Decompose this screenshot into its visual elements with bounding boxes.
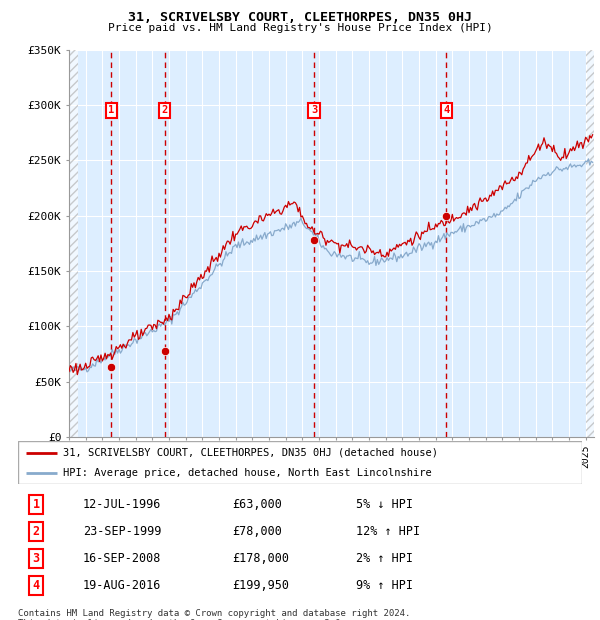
Text: 2: 2 [32, 525, 40, 538]
Text: Contains HM Land Registry data © Crown copyright and database right 2024.
This d: Contains HM Land Registry data © Crown c… [18, 609, 410, 620]
Text: £78,000: £78,000 [232, 525, 282, 538]
Text: Price paid vs. HM Land Registry's House Price Index (HPI): Price paid vs. HM Land Registry's House … [107, 23, 493, 33]
Text: 12-JUL-1996: 12-JUL-1996 [83, 498, 161, 511]
Text: 19-AUG-2016: 19-AUG-2016 [83, 579, 161, 592]
Text: 2% ↑ HPI: 2% ↑ HPI [356, 552, 413, 565]
Text: HPI: Average price, detached house, North East Lincolnshire: HPI: Average price, detached house, Nort… [63, 468, 432, 478]
Text: 9% ↑ HPI: 9% ↑ HPI [356, 579, 413, 592]
Text: 4: 4 [443, 105, 449, 115]
Text: 5% ↓ HPI: 5% ↓ HPI [356, 498, 413, 511]
Text: 1: 1 [32, 498, 40, 511]
Text: 31, SCRIVELSBY COURT, CLEETHORPES, DN35 0HJ: 31, SCRIVELSBY COURT, CLEETHORPES, DN35 … [128, 11, 472, 24]
Text: 23-SEP-1999: 23-SEP-1999 [83, 525, 161, 538]
Text: 3: 3 [311, 105, 317, 115]
Text: £199,950: £199,950 [232, 579, 289, 592]
Text: 16-SEP-2008: 16-SEP-2008 [83, 552, 161, 565]
Text: 4: 4 [32, 579, 40, 592]
Bar [69, 50, 78, 437]
Text: 2: 2 [161, 105, 167, 115]
Text: 12% ↑ HPI: 12% ↑ HPI [356, 525, 421, 538]
Text: 31, SCRIVELSBY COURT, CLEETHORPES, DN35 0HJ (detached house): 31, SCRIVELSBY COURT, CLEETHORPES, DN35 … [63, 448, 438, 458]
Text: 1: 1 [108, 105, 115, 115]
Bar [586, 50, 594, 437]
Text: £63,000: £63,000 [232, 498, 282, 511]
Text: £178,000: £178,000 [232, 552, 289, 565]
Text: 3: 3 [32, 552, 40, 565]
